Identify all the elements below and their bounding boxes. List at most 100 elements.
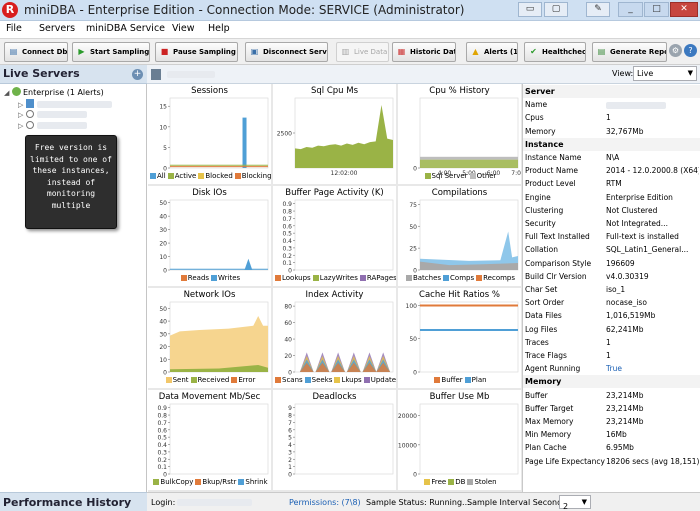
- add-server-icon[interactable]: +: [132, 69, 143, 80]
- close-button[interactable]: ✕: [670, 2, 698, 17]
- menu-minidba-service[interactable]: miniDBA Service: [86, 23, 166, 34]
- menu-servers[interactable]: Servers: [39, 23, 76, 34]
- tree-server-item[interactable]: ▷: [18, 99, 112, 110]
- property-value: SQL_Latin1_General...: [606, 245, 689, 255]
- chart-svg: 00.10.20.30.40.50.60.70.80.9: [157, 403, 269, 479]
- y-tick-label: 0.9: [282, 201, 292, 208]
- chart-panel[interactable]: Buffer Use Mb 0 10000 20000 Free DB Stolen: [398, 390, 521, 490]
- chart-title: Buffer Use Mb: [429, 392, 490, 402]
- legend-swatch: [476, 275, 483, 281]
- legend-swatch: [405, 275, 412, 281]
- alerts-button[interactable]: ▲ Alerts (1): [466, 42, 518, 62]
- y-tick-label: 0.7: [157, 420, 167, 427]
- chart-panel[interactable]: Compilations 0 25 50 75 Batches Comps Recomps: [398, 186, 521, 286]
- menu-help[interactable]: Help: [208, 23, 230, 34]
- chart-panel[interactable]: Network IOs 0 10 20 30 40 50 Sent Received Error: [148, 288, 271, 388]
- legend-label: Blocking: [241, 172, 271, 180]
- maximize-button[interactable]: □: [644, 2, 669, 17]
- property-value: N\A: [606, 153, 620, 162]
- property-key: Instance Name: [525, 153, 582, 162]
- healthcheck-button[interactable]: ✔ Healthcheck: [524, 42, 586, 62]
- y-tick-label: 0: [163, 166, 167, 173]
- plot-area: [169, 97, 269, 169]
- chart-legend: Buffer Plan: [398, 376, 521, 384]
- y-tick-label: 50: [159, 200, 167, 207]
- property-key: Traces: [525, 337, 549, 347]
- chart-svg: 2500 12:02:00: [277, 97, 394, 177]
- help-icon[interactable]: ?: [684, 44, 697, 57]
- minimize-button[interactable]: _: [618, 2, 643, 17]
- chart-panel[interactable]: Buffer Page Activity (K) 0 0.1 0.2 0.3 0.4 0.5…: [273, 186, 396, 286]
- property-row: Build Clr Version v4.0.30319: [523, 270, 700, 283]
- chart-panel[interactable]: Cache Hit Ratios % 0 50 100 Buffer Plan: [398, 288, 521, 388]
- server-properties-panel: Server Name Cpus 1 Memory 32,767Mb Instance Ins…: [522, 84, 700, 492]
- historic-data-button[interactable]: ▦Historic Data: [392, 42, 456, 62]
- disk-writes-area: [244, 258, 253, 270]
- chart-panel[interactable]: Deadlocks 0 1 2 3 4 5 6 7 8 9: [273, 390, 396, 490]
- property-value: 16Mb: [606, 430, 627, 440]
- legend-label: Stolen: [474, 478, 497, 486]
- menu-view[interactable]: View: [172, 23, 195, 34]
- y-tick-label: 0.6: [282, 223, 292, 230]
- legend-label: Seeks: [311, 376, 333, 384]
- chart-legend: Sent Received Error: [148, 376, 271, 384]
- collapse-triangle-icon[interactable]: ◢: [4, 89, 10, 97]
- chart-svg: 0 10 20 30 40 50: [159, 301, 269, 377]
- property-key: Build Clr Version: [525, 271, 587, 281]
- chart-title: Buffer Page Activity (K): [285, 188, 384, 198]
- property-key: Log Files: [525, 324, 558, 334]
- compilations-area: [420, 231, 518, 270]
- connect-db-button[interactable]: ▤ Connect Db: [4, 42, 68, 62]
- chart-panel[interactable]: Sql Cpu Ms 2500 12:02:00: [273, 84, 396, 184]
- menu-file[interactable]: File: [6, 23, 22, 34]
- warning-icon: ▲: [472, 47, 479, 56]
- legend-swatch: [190, 377, 197, 383]
- start-sampling-all-button[interactable]: ▶Start Sampling All: [72, 42, 150, 62]
- chart-panel[interactable]: Data Movement Mb/Sec 0 0.1 0.2 0.3 0.4 0.5 0.6 0…: [148, 390, 271, 490]
- calendar-icon: ▦: [397, 47, 406, 56]
- y-tick-label: 0: [288, 472, 292, 479]
- chart-panel[interactable]: Sessions 0 5 10 15 All Active Blocked Blocking: [148, 84, 271, 184]
- legend-label: Lkups: [341, 376, 362, 384]
- sample-interval-select[interactable]: 2 ▼: [559, 495, 591, 511]
- y-tick-label: 9: [288, 405, 292, 412]
- chart-panel[interactable]: Index Activity 0 20 40 60 80 Scans Seeks Lkups Up…: [273, 288, 396, 388]
- chart-title: Compilations: [431, 188, 488, 198]
- generate-reports-button[interactable]: ▤Generate Reports: [592, 42, 667, 62]
- tree-server-item[interactable]: ▷: [18, 110, 87, 121]
- property-row: Data Files 1,016,519Mb: [523, 309, 700, 322]
- legend-label: Batches: [412, 274, 442, 282]
- window-restore-layout-icon[interactable]: ▢: [544, 2, 568, 17]
- chart-legend: Scans Seeks Lkups Updates: [273, 376, 396, 384]
- y-tick-label: 10: [159, 357, 167, 364]
- legend-swatch: [469, 173, 476, 179]
- y-tick-label: 0: [413, 370, 417, 377]
- settings-gear-icon[interactable]: ⚙: [669, 44, 682, 57]
- chart-panel[interactable]: Disk IOs 0 10 20 30 40 50 Reads Writes: [148, 186, 271, 286]
- pin-icon[interactable]: ✎: [586, 2, 610, 17]
- property-value: 23,214Mb: [606, 417, 644, 426]
- legend-swatch: [165, 377, 172, 383]
- pause-sampling-all-button[interactable]: ■Pause Sampling All: [155, 42, 238, 62]
- tree-server-item[interactable]: ▷: [18, 121, 87, 132]
- property-value: True: [606, 364, 622, 374]
- property-row: Cpus 1: [523, 111, 700, 124]
- y-tick-label: 5: [163, 145, 167, 152]
- live-data-button[interactable]: ▥ Live Data: [336, 42, 389, 62]
- y-tick-label: 20000: [398, 413, 417, 420]
- legend-label: Received: [197, 376, 230, 384]
- y-tick-label: 0.5: [282, 231, 292, 238]
- window-layout-icon[interactable]: ▭: [518, 2, 542, 17]
- y-tick-label: 30: [159, 331, 167, 338]
- disconnect-service-button[interactable]: ▣Disconnect Service: [245, 42, 328, 62]
- section-title: Instance: [525, 139, 564, 149]
- property-section-header: Memory: [523, 375, 700, 389]
- view-select[interactable]: Live ▼: [633, 66, 697, 81]
- legend-label: Blocked: [205, 172, 233, 180]
- y-tick-label: 50: [159, 306, 167, 313]
- tree-root[interactable]: ◢ Enterprise (1 Alerts): [4, 87, 104, 98]
- permissions-link[interactable]: Permissions: (7\8): [289, 498, 361, 507]
- performance-history-header[interactable]: Performance History: [0, 492, 147, 511]
- legend-swatch: [180, 275, 187, 281]
